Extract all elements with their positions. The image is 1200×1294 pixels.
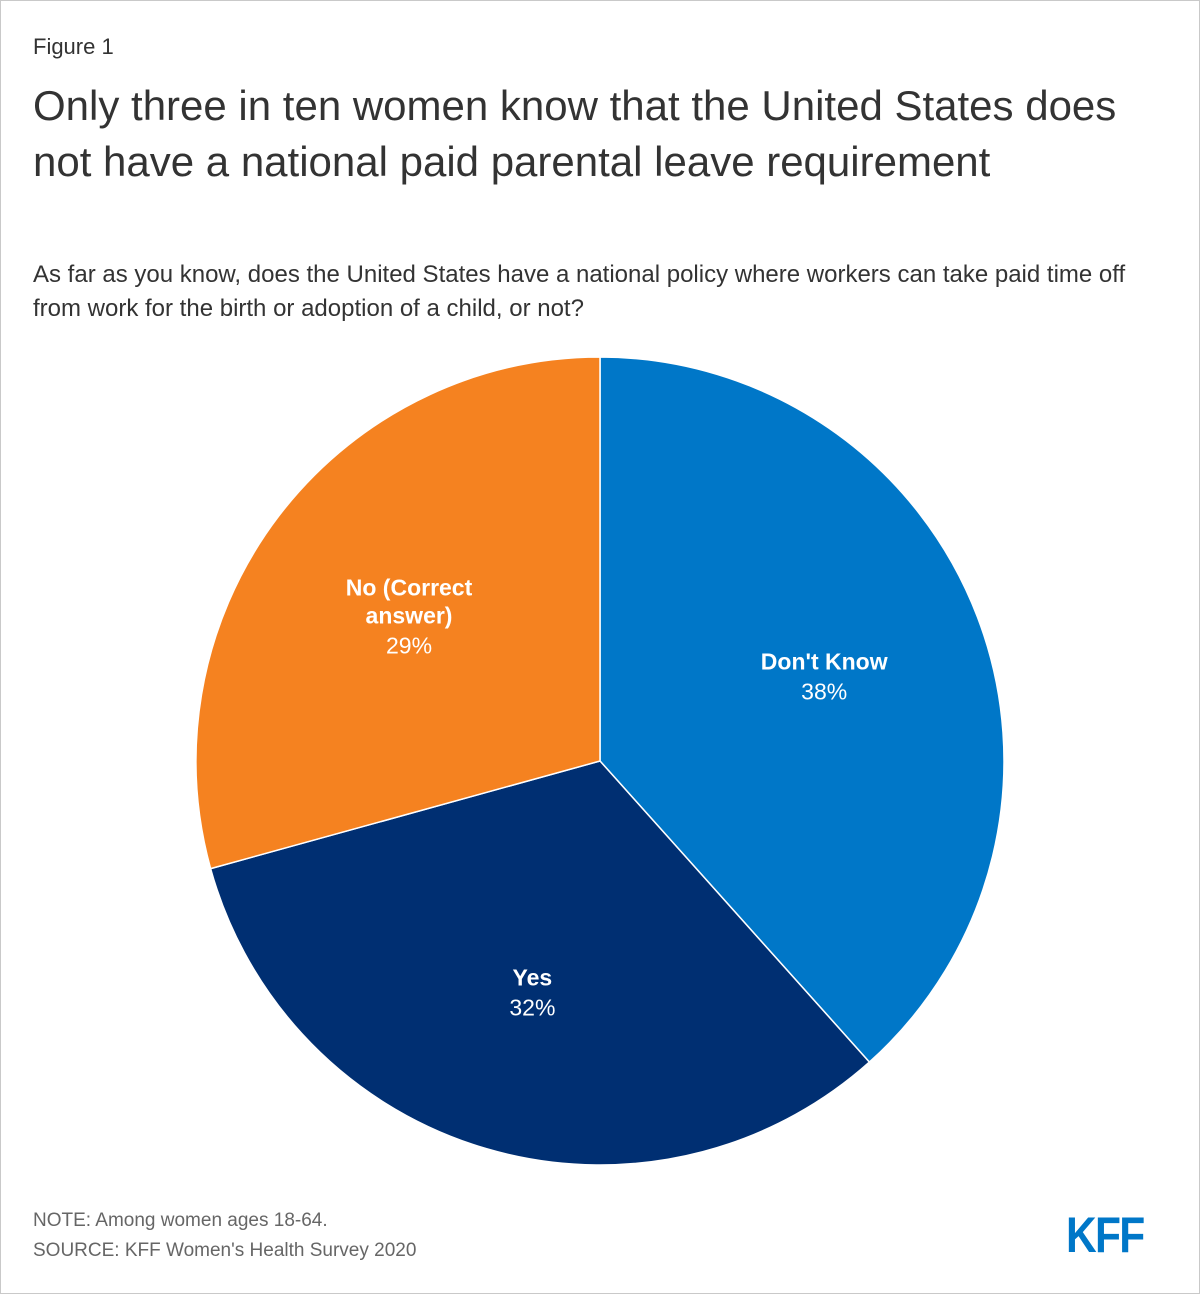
slice-value-no-correct-answer: 29% <box>386 633 432 659</box>
slice-label-don-t-know: Don't Know <box>761 648 888 674</box>
pie-slice-don-t-know <box>599 356 1005 1064</box>
slice-label-yes: Yes <box>513 964 553 990</box>
chart-title: Only three in ten women know that the Un… <box>33 82 1117 185</box>
pie-slice-no-correct-answer <box>195 356 601 870</box>
figure-label: Figure 1 <box>33 34 114 59</box>
source-text: SOURCE: KFF Women's Health Survey 2020 <box>33 1240 417 1261</box>
note-text: NOTE: Among women ages 18-64. <box>33 1210 328 1231</box>
slice-label-no-correct-answer: answer) <box>366 603 453 629</box>
slice-value-yes: 32% <box>509 994 555 1020</box>
slice-value-don-t-know: 38% <box>801 678 847 704</box>
kff-logo: KFF <box>1066 1207 1145 1263</box>
chart-subtitle: As far as you know, does the United Stat… <box>33 261 1126 322</box>
slice-label-no-correct-answer: No (Correct <box>346 575 473 601</box>
pie-slice-yes <box>209 760 871 1166</box>
